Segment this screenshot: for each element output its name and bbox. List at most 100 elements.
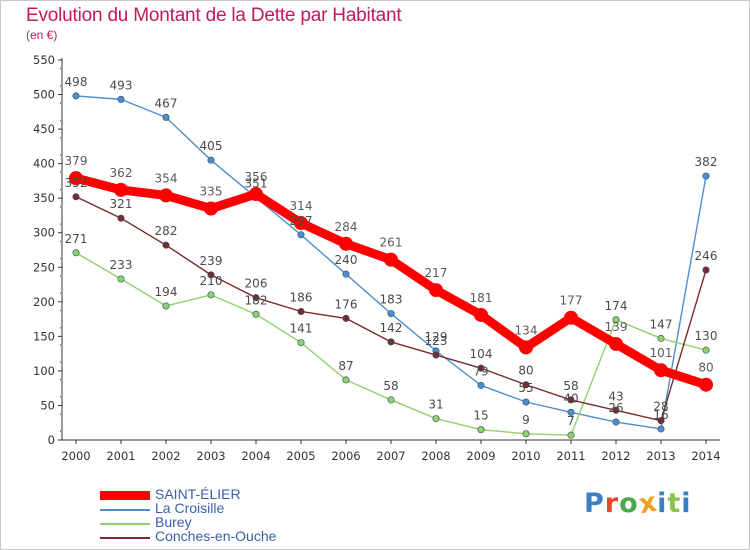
series-0 [69,171,713,392]
data-point [609,336,623,351]
data-point [342,270,350,278]
logo-letter: o [619,488,639,519]
data-label: 379 [65,154,88,168]
data-point [204,201,218,216]
legend-swatch [100,509,150,511]
data-label: 284 [335,220,358,234]
data-point [387,310,395,318]
data-label: 58 [383,379,398,393]
data-point [207,291,215,299]
chart-subtitle: (en €) [26,28,58,42]
legend-swatch [100,523,150,525]
x-tick-label: 2007 [376,449,405,463]
data-label: 177 [560,294,583,308]
data-label: 467 [155,96,178,110]
y-tick-label: 300 [33,226,55,240]
data-point [114,182,128,197]
data-point [702,266,710,274]
data-label: 354 [155,171,178,185]
legend-label: Conches-en-Ouche [155,528,277,544]
data-label: 261 [380,236,403,250]
data-label: 314 [290,199,313,213]
data-label: 233 [110,258,133,272]
data-point [567,408,575,416]
data-point [477,381,485,389]
y-tick-label: 550 [33,53,55,67]
data-point [207,156,215,164]
data-label: 40 [563,391,578,405]
data-point [522,398,530,406]
legend-swatch [100,491,150,500]
data-point [567,431,575,439]
data-point [612,418,620,426]
x-tick-label: 2010 [511,449,540,463]
data-point [297,307,305,315]
x-tick-label: 2008 [421,449,450,463]
data-label: 405 [200,139,223,153]
data-point [162,302,170,310]
logo-letter: r [604,488,620,519]
data-point [249,187,263,202]
data-label: 182 [245,293,268,307]
data-label: 335 [200,185,223,199]
data-point [117,275,125,283]
data-label: 210 [200,274,223,288]
data-label: 246 [695,249,718,263]
data-point [342,314,350,322]
data-label: 129 [425,330,448,344]
data-label: 362 [110,166,133,180]
data-point [432,351,440,359]
data-point [699,377,713,392]
data-point [387,396,395,404]
data-point [72,92,80,100]
data-point [567,396,575,404]
x-tick-label: 2009 [466,449,495,463]
data-point [612,406,620,414]
data-point [162,241,170,249]
data-label: 80 [698,361,713,375]
data-point [159,188,173,203]
data-label: 43 [608,389,623,403]
data-label: 239 [200,254,223,268]
data-point [252,294,260,302]
x-tick-label: 2006 [331,449,360,463]
y-tick-label: 250 [33,260,55,274]
x-tick-label: 2000 [61,449,90,463]
data-point [294,216,308,231]
data-point [252,310,260,318]
data-label: 26 [608,401,623,415]
data-point [519,340,533,355]
data-label: 80 [518,364,533,378]
data-label: 31 [428,398,443,412]
x-tick-label: 2012 [601,449,630,463]
data-point [117,95,125,103]
data-label: 123 [425,334,448,348]
series-line [71,173,711,390]
data-label: 104 [470,347,493,361]
y-tick-label: 0 [48,433,55,447]
logo-letter: P [584,488,605,519]
data-label: 87 [338,359,353,373]
data-label: 297 [290,214,313,228]
data-point [387,338,395,346]
x-tick-label: 2005 [286,449,315,463]
data-point [297,339,305,347]
data-label: 142 [380,321,403,335]
x-tick-label: 2013 [646,449,675,463]
legend-label: La Croisille [155,500,225,516]
data-label: 217 [425,266,448,280]
data-point [702,172,710,180]
data-point [474,307,488,322]
data-label: 181 [470,291,493,305]
y-tick-label: 500 [33,88,55,102]
proxiti-logo: Proxiti [584,487,692,521]
x-tick-label: 2014 [691,449,720,463]
data-point [207,271,215,279]
data-label: 206 [245,277,268,291]
data-point [72,249,80,257]
data-point [702,346,710,354]
data-label: 16 [653,408,668,422]
data-point [69,171,83,186]
data-point [522,430,530,438]
